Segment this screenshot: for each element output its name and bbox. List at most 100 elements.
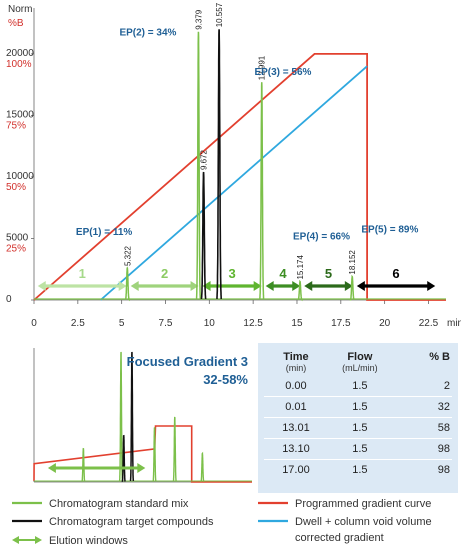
standard-mix-peak (195, 31, 202, 300)
corrected-gradient-line (100, 65, 368, 301)
elution-window-arrowhead (356, 281, 365, 291)
elution-window-arrowhead (427, 281, 436, 291)
table-header-row: Time Flow % B (264, 349, 452, 363)
y-tick-label-right: 25% (6, 243, 26, 254)
cell-percent-b: 98 (391, 438, 452, 460)
inset-standard-peak (118, 351, 124, 481)
elution-window-label-2: 2 (161, 266, 168, 281)
y-axis-right-label: %B (8, 18, 24, 29)
programmed-gradient-line (33, 53, 446, 301)
table-row: 0.00 1.5 2 (264, 376, 452, 397)
inset-gradient-line (33, 425, 252, 483)
end-point-annotation: EP(2) = 34% (119, 27, 176, 38)
cell-time: 0.01 (264, 396, 328, 418)
cell-percent-b: 2 (391, 376, 452, 397)
unit-percent-b (392, 363, 452, 376)
y-tick-label-left: 20000 (6, 48, 34, 59)
inset-standard-peak (172, 416, 177, 482)
header-flow: Flow (347, 351, 373, 363)
end-point-annotation: EP(4) = 66% (293, 232, 350, 243)
header-percent-b: % B (429, 351, 450, 363)
legend-label-win: Elution windows (49, 535, 128, 547)
cell-time: 13.01 (264, 417, 328, 439)
cell-flow: 1.5 (327, 376, 392, 397)
peak-retention-label: 9.379 (194, 9, 203, 30)
standard-mix-peak (349, 274, 355, 301)
legend-label-dwell-line2: corrected gradient (295, 532, 384, 544)
gradient-table: Time Flow % B (min) (mL/min) 0.00 1.5 2 0.0… (264, 349, 452, 480)
elution-window-arrowhead (130, 281, 139, 291)
y-tick-label-left: 5000 (6, 232, 29, 243)
y-tick-label-right: 50% (6, 182, 26, 193)
peak-retention-label: 10.557 (215, 2, 224, 27)
x-tick-label: 5 (119, 318, 125, 329)
end-point-annotation: EP(3) = 56% (254, 67, 311, 78)
target-compound-peak (200, 171, 207, 300)
legend-arrowhead (35, 536, 42, 544)
elution-window-arrowhead (118, 281, 127, 291)
peak-retention-label: 18.152 (348, 250, 357, 275)
end-point-annotation: EP(1) = 11% (76, 227, 133, 238)
elution-window-arrowhead (253, 281, 262, 291)
elution-window-arrowhead (292, 281, 301, 291)
elution-window-arrowhead (265, 281, 274, 291)
target-compound-peak (216, 29, 222, 300)
cell-flow: 1.5 (327, 396, 392, 418)
elution-window-arrowhead (202, 281, 211, 291)
elution-window-arrowhead (304, 281, 313, 291)
inset-arrowhead (137, 463, 146, 473)
y-tick-label-left: 0 (6, 294, 12, 305)
x-tick-label: 20 (379, 318, 391, 329)
table-row: 13.01 1.5 58 (264, 417, 452, 439)
inset-standard-peak (200, 451, 205, 482)
cell-flow: 1.5 (327, 438, 392, 460)
x-tick-label: 17.5 (331, 318, 351, 329)
elution-window-arrowhead (344, 281, 353, 291)
peak-retention-label: 12.991 (258, 55, 267, 80)
inset-standard-peak (81, 447, 86, 482)
legend-label-grad: Programmed gradient curve (295, 498, 431, 510)
inset-target-peak (121, 434, 126, 482)
inset-arrowhead (47, 463, 56, 473)
end-point-annotation: EP(5) = 89% (361, 224, 418, 235)
cell-percent-b: 58 (391, 417, 452, 439)
table-row: 13.10 1.5 98 (264, 438, 452, 460)
legend-arrowhead (12, 536, 19, 544)
y-tick-label-left: 10000 (6, 171, 34, 182)
table-row: 17.00 1.5 98 (264, 460, 452, 481)
cell-time: 13.10 (264, 438, 328, 460)
unit-time: (min) (285, 363, 307, 373)
legend-label-target: Chromatogram target compounds (49, 516, 214, 528)
standard-mix-peak (297, 279, 303, 302)
peak-retention-label: 5.322 (123, 245, 132, 266)
cell-flow: 1.5 (352, 464, 368, 476)
cell-percent-b: 32 (391, 396, 452, 418)
y-tick-label-left: 15000 (6, 109, 34, 120)
legend-label-dwell: Dwell + column void volume (295, 516, 432, 528)
elution-window-arrowhead (37, 281, 46, 291)
x-tick-label: 2.5 (71, 318, 85, 329)
legend-label-std: Chromatogram standard mix (49, 498, 189, 510)
elution-window-label-6: 6 (392, 266, 399, 281)
peak-retention-label: 15.174 (296, 255, 305, 280)
y-tick-label-right: 75% (6, 120, 26, 131)
standard-mix-peak (124, 266, 130, 302)
cell-time: 17.00 (282, 464, 310, 476)
y-axis-left-label: Norm (8, 4, 32, 15)
cell-time: 0.00 (264, 376, 328, 397)
inset-title: Focused Gradient 3 (127, 354, 248, 369)
standard-mix-peak (259, 82, 265, 300)
y-tick-label-right: 100% (6, 59, 32, 70)
x-tick-label: 22.5 (419, 318, 439, 329)
table-unit-row: (min) (mL/min) (264, 363, 452, 376)
x-axis-unit: min (447, 318, 461, 329)
inset-target-peak (129, 351, 135, 481)
unit-flow: (mL/min) (342, 363, 378, 373)
elution-window-label-5: 5 (325, 266, 332, 281)
cell-flow: 1.5 (327, 417, 392, 439)
x-tick-label: 0 (31, 318, 37, 329)
table-row: 0.01 1.5 32 (264, 396, 452, 418)
elution-window-label-1: 1 (79, 266, 86, 281)
x-tick-label: 12.5 (243, 318, 263, 329)
